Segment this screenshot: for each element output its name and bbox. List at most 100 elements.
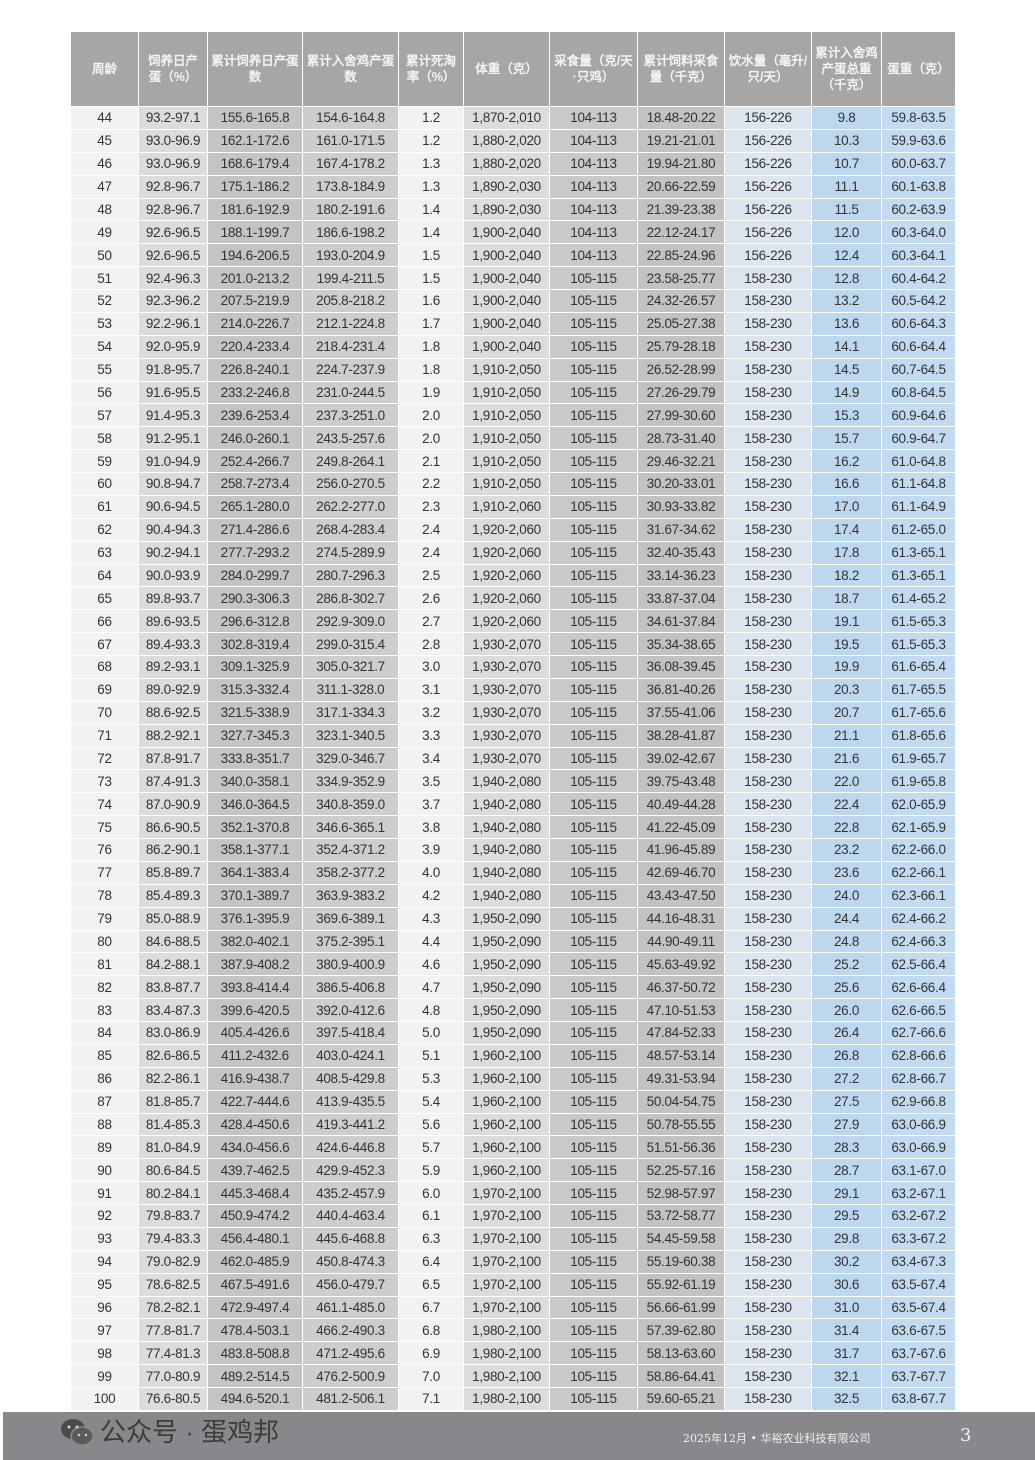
table-cell: 334.9-352.9 <box>302 769 399 794</box>
table-cell: 3.7 <box>398 792 464 817</box>
table-cell: 105-115 <box>549 1181 638 1205</box>
table-cell: 3.4 <box>398 746 464 771</box>
table-cell: 70 <box>70 700 139 725</box>
table-cell: 60.3-64.1 <box>881 243 956 268</box>
table-cell: 105-115 <box>549 815 638 839</box>
table-cell: 40.49-44.28 <box>637 792 725 817</box>
table-cell: 158-230 <box>724 883 812 908</box>
table-cell: 52.98-57.97 <box>637 1181 725 1205</box>
table-cell: 5.0 <box>398 1021 464 1045</box>
table-cell: 156-226 <box>724 106 812 130</box>
table-cell: 98 <box>70 1341 139 1366</box>
table-cell: 83 <box>70 998 139 1022</box>
table-cell: 33.87-37.04 <box>637 586 725 611</box>
table-cell: 4.0 <box>398 860 464 885</box>
table-cell: 262.2-277.0 <box>302 494 399 519</box>
table-cell: 6.1 <box>398 1204 464 1228</box>
table-cell: 92.0-95.9 <box>138 334 208 359</box>
table-cell: 413.9-435.5 <box>302 1089 399 1114</box>
table-cell: 231.0-244.5 <box>302 380 399 405</box>
table-cell: 105-115 <box>549 426 638 451</box>
table-cell: 89.8-93.7 <box>138 586 208 611</box>
table-cell: 1,930-2,070 <box>463 700 550 725</box>
table-cell: 90 <box>70 1158 139 1183</box>
table-cell: 175.1-186.2 <box>207 174 303 199</box>
table-cell: 370.1-389.7 <box>207 883 303 908</box>
table-cell: 60.9-64.7 <box>881 426 956 451</box>
table-cell: 1.8 <box>398 357 464 382</box>
table-cell: 1,950-2,090 <box>463 952 550 977</box>
table-cell: 18.48-20.22 <box>637 106 725 130</box>
table-cell: 58.13-63.60 <box>637 1341 725 1366</box>
table-cell: 55 <box>70 357 139 382</box>
table-cell: 43.43-47.50 <box>637 883 725 908</box>
table-cell: 84.2-88.1 <box>138 952 208 977</box>
table-cell: 3.1 <box>398 677 464 702</box>
table-cell: 450.9-474.2 <box>207 1204 303 1228</box>
table-cell: 167.4-178.2 <box>302 151 399 176</box>
table-cell: 26.4 <box>811 1021 882 1045</box>
table-cell: 274.5-289.9 <box>302 540 399 565</box>
table-cell: 158-230 <box>724 1066 812 1091</box>
table-cell: 1,910-2,050 <box>463 357 550 382</box>
table-cell: 63.0-66.9 <box>881 1112 956 1137</box>
table-cell: 105-115 <box>549 998 638 1022</box>
table-cell: 51.51-56.36 <box>637 1135 725 1160</box>
table-cell: 86 <box>70 1066 139 1091</box>
table-cell: 1,970-2,100 <box>463 1249 550 1274</box>
table-cell: 1,960-2,100 <box>463 1135 550 1160</box>
table-cell: 3.0 <box>398 655 464 679</box>
table-cell: 277.7-293.2 <box>207 540 303 565</box>
table-cell: 73 <box>70 769 139 794</box>
table-cell: 63.7-67.7 <box>881 1364 956 1388</box>
table-cell: 26.0 <box>811 998 882 1022</box>
table-cell: 105-115 <box>549 266 638 290</box>
table-cell: 201.0-213.2 <box>207 266 303 290</box>
table-cell: 352.4-371.2 <box>302 838 399 862</box>
table-cell: 97 <box>70 1318 139 1343</box>
table-cell: 53.72-58.77 <box>637 1204 725 1228</box>
table-cell: 41.22-45.09 <box>637 815 725 839</box>
table-cell: 158-230 <box>724 563 812 588</box>
table-cell: 62.2-66.0 <box>881 838 956 862</box>
column-header: 饮水量（毫升/只/天） <box>724 32 812 107</box>
table-cell: 61.5-65.3 <box>881 609 956 634</box>
table-cell: 27.2 <box>811 1066 882 1091</box>
table-cell: 92.2-96.1 <box>138 311 208 336</box>
table-cell: 156-226 <box>724 220 812 245</box>
table-cell: 1,890-2,030 <box>463 197 550 222</box>
table-row: 57 91.4-95.3 239.6-253.4 237.3-251.0 2.0 1,91… <box>70 403 956 428</box>
table-cell: 1,920-2,060 <box>463 540 550 565</box>
table-cell: 6.4 <box>398 1249 464 1274</box>
table-cell: 62.7-66.6 <box>881 1021 956 1045</box>
table-cell: 7.1 <box>398 1387 464 1411</box>
table-cell: 380.9-400.9 <box>302 952 399 977</box>
table-cell: 467.5-491.6 <box>207 1272 303 1297</box>
table-row: 62 90.4-94.3 271.4-286.6 268.4-283.4 2.4 1,92… <box>70 517 956 542</box>
table-cell: 1,970-2,100 <box>463 1181 550 1205</box>
table-cell: 87 <box>70 1089 139 1114</box>
table-cell: 92.6-96.5 <box>138 220 208 245</box>
table-cell: 10.3 <box>811 128 882 153</box>
table-cell: 158-230 <box>724 1021 812 1045</box>
column-header: 体重（克） <box>463 32 550 107</box>
table-cell: 88.6-92.5 <box>138 700 208 725</box>
table-cell: 158-230 <box>724 1249 812 1274</box>
table-cell: 450.8-474.3 <box>302 1249 399 1274</box>
table-cell: 323.1-340.5 <box>302 723 399 748</box>
table-cell: 12.0 <box>811 220 882 245</box>
table-cell: 392.0-412.6 <box>302 998 399 1022</box>
table-row: 85 82.6-86.5 411.2-432.6 403.0-424.1 5.1 1,96… <box>70 1043 956 1068</box>
table-cell: 85.4-89.3 <box>138 883 208 908</box>
table-cell: 19.21-21.01 <box>637 128 725 153</box>
table-cell: 4.2 <box>398 883 464 908</box>
column-header: 累计入舍鸡产蛋数 <box>302 32 399 107</box>
table-cell: 46 <box>70 151 139 176</box>
table-cell: 85.0-88.9 <box>138 906 208 931</box>
table-cell: 411.2-432.6 <box>207 1043 303 1068</box>
table-row: 82 83.8-87.7 393.8-414.4 386.5-406.8 4.7 1,95… <box>70 975 956 1000</box>
table-cell: 79.0-82.9 <box>138 1249 208 1274</box>
table-cell: 47.84-52.33 <box>637 1021 725 1045</box>
table-cell: 24.0 <box>811 883 882 908</box>
table-cell: 17.4 <box>811 517 882 542</box>
